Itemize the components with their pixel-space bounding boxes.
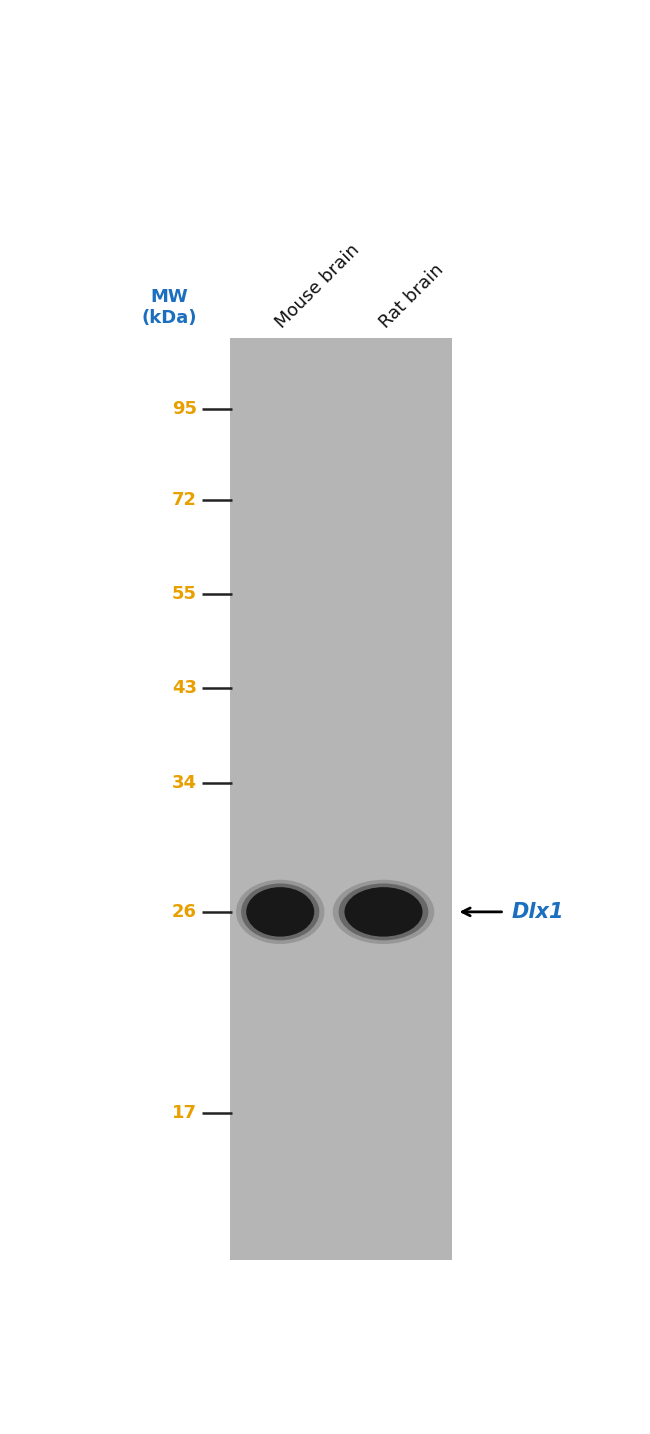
Text: MW
(kDa): MW (kDa) — [142, 288, 197, 327]
Ellipse shape — [339, 883, 428, 941]
Text: 55: 55 — [172, 585, 197, 602]
Text: 17: 17 — [172, 1104, 197, 1121]
Text: 26: 26 — [172, 903, 197, 921]
Text: 72: 72 — [172, 490, 197, 509]
Text: Rat brain: Rat brain — [376, 261, 447, 333]
Ellipse shape — [344, 888, 422, 936]
Text: 43: 43 — [172, 678, 197, 697]
Text: Mouse brain: Mouse brain — [272, 241, 363, 333]
Ellipse shape — [236, 879, 324, 944]
Ellipse shape — [333, 879, 434, 944]
Text: 34: 34 — [172, 774, 197, 792]
Bar — [230, 337, 452, 1259]
Text: Dlx1: Dlx1 — [512, 902, 564, 922]
Ellipse shape — [241, 883, 319, 941]
Text: 95: 95 — [172, 400, 197, 419]
Ellipse shape — [246, 888, 314, 936]
